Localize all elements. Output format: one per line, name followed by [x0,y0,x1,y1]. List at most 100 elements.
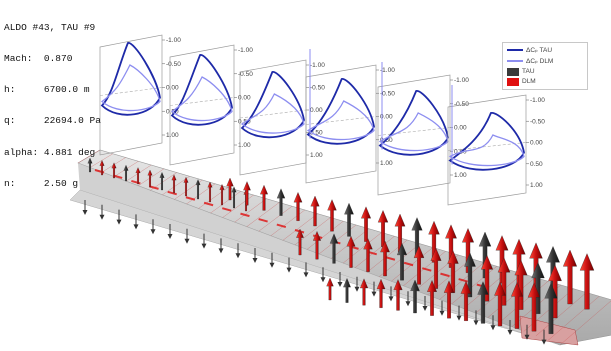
dlm-force-arrow [346,235,356,268]
dlm-force-arrow [413,245,425,285]
axis-tick-label: -1.00 [530,97,545,104]
lower-force-arrow-head [201,243,207,249]
section-plot: -1.00-0.500.000.501.00 [377,62,469,196]
info-mach: Mach: 0.870 [4,53,73,65]
axis-tick-label: 0.00 [454,125,467,132]
dlm-arrow-swatch [507,77,519,86]
axis-tick-label: -0.50 [454,101,469,108]
force-arrows [82,157,595,345]
legend-dlm-arrow-label: DLM [522,78,536,85]
small-force-arrow [111,162,117,179]
dlm-cp-curve [100,64,161,112]
axis-tick-label: 0.00 [530,140,543,147]
axis-tick-label: 0.50 [310,130,323,137]
info-alpha: alpha: 4.881 deg [4,146,96,158]
dlm-force-arrow [359,278,369,306]
dlm-force-arrow [327,199,337,232]
dlm-force-arrow [510,282,524,329]
small-force-arrow [171,174,177,194]
dlm-force-arrow [260,184,268,211]
tau-force-arrow [343,278,351,303]
small-force-arrow [159,172,165,191]
legend-dlm-line-label: ΔCₚ DLM [526,57,554,65]
lower-force-arrow-head [82,210,88,215]
lower-force-arrow-head [473,320,479,326]
section-plot: -1.00-0.500.000.501.00 [99,34,181,156]
dlm-force-arrow [312,231,322,260]
axis-tick-label: -1.00 [454,77,469,84]
wing-upper-surface [77,149,611,346]
dlm-force-arrow [548,264,562,319]
lower-force-arrow-head [507,330,513,335]
info-title: ALDO #43, TAU #9 [4,21,96,33]
lower-force-arrow-head [354,286,360,292]
lower-force-arrow-head [490,325,496,331]
small-force-arrow [147,169,153,188]
axis-tick-label: 1.00 [310,152,323,159]
lower-force-arrow-head [337,282,343,287]
section-plot: -1.00-0.500.000.501.00 [169,44,253,166]
small-force-arrow [219,184,225,206]
dlm-force-arrow [243,181,251,206]
tau-line-swatch [507,48,523,51]
dlm-force-arrow [579,253,595,310]
lower-force-arrow-head [320,277,326,283]
tau-force-arrow [329,233,339,264]
legend: ΔCₚ TAU ΔCₚ DLM TAU DLM [502,42,588,90]
lower-force-arrow-head [184,238,190,244]
plot-frame [447,94,527,206]
lower-force-arrow-head [133,224,139,230]
dlm-force-arrow [293,192,303,221]
dlm-force-arrow [376,278,386,308]
plot-frame [377,74,451,196]
info-altitude: h: 6700.0 m [4,84,90,96]
lower-force-arrow-head [303,272,309,278]
dlm-force-arrow [443,280,455,319]
small-force-arrow [183,176,189,197]
dlm-force-arrow [527,282,541,332]
dlm-force-arrow [497,257,511,306]
info-dynamic-pressure: q: 22694.0 Pa [4,115,101,127]
dlm-force-arrow [310,195,320,227]
axis-tick-label: -1.00 [380,67,395,74]
axis-tick-label: 0.00 [380,114,393,121]
dlm-force-arrow [430,247,442,289]
legend-tau-line: ΔCₚ TAU [507,45,552,54]
axis-tick-label: 0.00 [166,85,179,92]
tau-force-arrow [544,282,558,334]
legend-dlm-arrow: DLM [507,77,536,86]
axis-tick-label: 1.00 [380,160,393,167]
axis-tick-label: 0.00 [238,95,251,102]
section-plot: -1.00-0.500.000.501.00 [447,85,545,206]
plot-frame [99,34,163,156]
dlm-cp-curve [240,93,305,134]
tau-cp-curve [378,90,449,156]
lower-force-arrow-head [150,229,156,235]
axis-tick-label: 0.00 [310,107,323,114]
axis-tick-label: -1.00 [166,37,181,44]
axis-tick-label: -1.00 [310,62,325,69]
small-force-arrow [135,167,141,185]
lower-force-arrow-head [218,248,224,254]
dlm-force-arrow [514,259,528,310]
axis-tick-label: -0.50 [530,118,545,125]
dlm-force-arrow [226,177,234,201]
dlm-force-arrow [562,249,578,305]
tau-force-arrow [477,281,489,324]
small-force-arrow [87,157,93,173]
small-force-arrow [195,179,201,200]
legend-tau-arrow: TAU [507,67,535,76]
dlm-force-arrow [427,280,437,316]
dlm-force-arrow [363,238,373,272]
info-load-factor: n: 2.50 g [4,177,79,189]
dlm-force-arrow [296,228,304,256]
section-cp-plots: -1.00 -0.50 0.00 0.50 1.00 -1.00 -0.50 0.00 0.50… [99,34,545,206]
lower-force-arrow-head [422,306,428,311]
tau-force-arrow [344,202,354,237]
dlm-force-arrow [494,281,506,327]
tau-arrow-swatch [507,67,519,76]
tau-cp-curve [240,71,305,139]
legend-dlm-line: ΔCₚ DLM [507,56,553,65]
axis-tick-label: -1.00 [238,47,253,54]
